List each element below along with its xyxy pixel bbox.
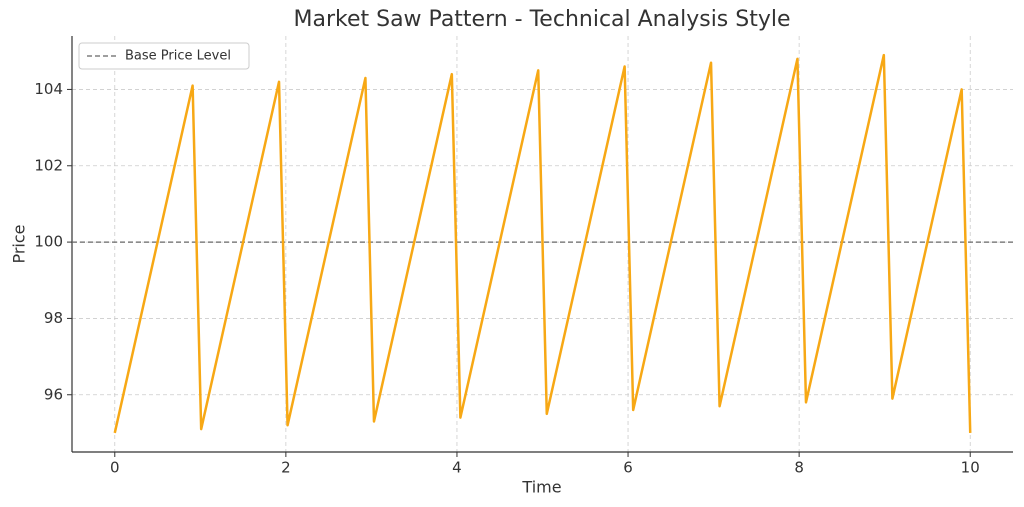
y-tick-label: 102: [34, 156, 63, 174]
y-tick-label: 96: [44, 385, 63, 403]
chart-title: Market Saw Pattern - Technical Analysis …: [293, 7, 790, 32]
x-tick-label: 2: [281, 459, 291, 477]
y-tick-label: 98: [44, 309, 63, 327]
x-tick-label: 6: [623, 459, 633, 477]
y-axis-label: Price: [10, 224, 29, 263]
x-tick-label: 4: [452, 459, 462, 477]
y-tick-label: 100: [34, 233, 63, 251]
x-tick-label: 8: [794, 459, 804, 477]
x-tick-label: 10: [961, 459, 980, 477]
x-tick-label: 0: [110, 459, 120, 477]
x-axis-label: Time: [521, 478, 561, 497]
legend-box: [78, 42, 250, 70]
y-tick-label: 104: [34, 80, 63, 98]
legend-label: Base Price Level: [125, 49, 231, 64]
price-line: [113, 53, 972, 434]
